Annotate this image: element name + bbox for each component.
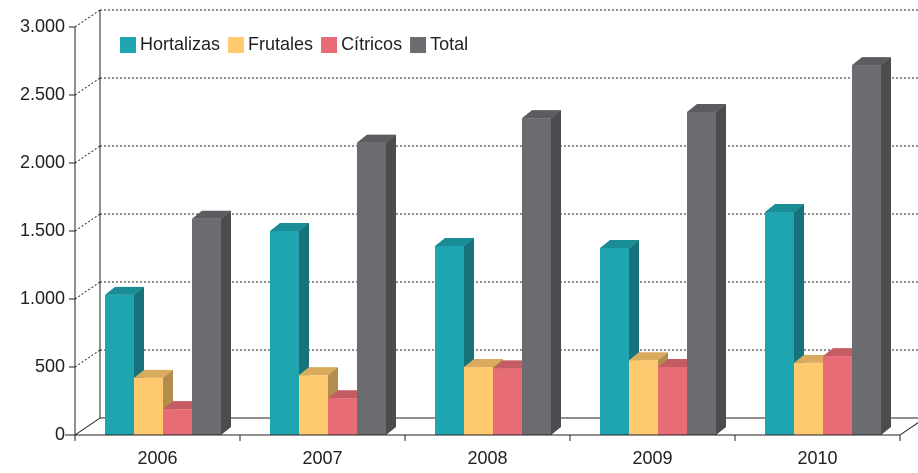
- x-tick-label: 2006: [137, 448, 177, 468]
- bar: [493, 368, 522, 435]
- bar: [687, 112, 716, 435]
- floor-edge: [74, 417, 101, 436]
- legend-label: Cítricos: [341, 34, 402, 54]
- legend-swatch: [228, 37, 245, 53]
- bar-top: [435, 237, 474, 246]
- bar-top: [192, 210, 231, 219]
- bar: [270, 231, 299, 435]
- bar-top: [270, 223, 309, 231]
- bar: [600, 248, 629, 435]
- grid-line: [74, 213, 101, 232]
- grid-line: [74, 9, 101, 28]
- x-tick-label: 2008: [467, 448, 507, 468]
- y-tick-label: 1.000: [20, 288, 65, 308]
- bar-side: [716, 104, 726, 435]
- bar-top: [134, 369, 173, 378]
- bar: [134, 377, 163, 435]
- y-tick-label: 500: [35, 356, 65, 376]
- bar: [658, 367, 687, 435]
- bar: [357, 142, 386, 435]
- grid-line: [74, 281, 101, 300]
- bar: [464, 367, 493, 435]
- bar-side: [221, 210, 231, 435]
- x-tick-label: 2010: [797, 448, 837, 468]
- legend-swatch: [321, 37, 338, 53]
- x-tick-label: 2007: [302, 448, 342, 468]
- x-tick-label: 2009: [632, 448, 672, 468]
- y-tick-label: 0: [55, 424, 65, 444]
- bar-side: [881, 57, 891, 435]
- grid-line: [74, 349, 101, 368]
- bar: [192, 218, 221, 435]
- legend-label: Frutales: [248, 34, 313, 54]
- bar-side: [386, 134, 396, 435]
- bar-top: [522, 110, 561, 119]
- floor-edge: [899, 422, 918, 436]
- bar: [328, 398, 357, 435]
- legend-swatch: [120, 37, 136, 53]
- bar: [163, 409, 192, 435]
- bar: [765, 211, 794, 435]
- bar: [435, 245, 464, 435]
- y-tick-label: 1.500: [20, 220, 65, 240]
- bar: [823, 356, 852, 435]
- legend-label: Hortalizas: [140, 34, 220, 54]
- bar-top: [852, 57, 891, 66]
- bar: [794, 362, 823, 435]
- bar: [852, 65, 881, 435]
- grid-line: [74, 77, 101, 96]
- y-tick-label: 2.500: [20, 84, 65, 104]
- y-tick-label: 2.000: [20, 152, 65, 172]
- bar-top: [687, 104, 726, 112]
- bar-side: [551, 110, 561, 436]
- bar-top: [765, 203, 804, 212]
- bar-top: [357, 134, 396, 143]
- bar-top: [629, 352, 668, 361]
- bar: [522, 118, 551, 436]
- bar: [629, 360, 658, 435]
- bar-top: [600, 240, 639, 248]
- legend-swatch: [410, 37, 427, 53]
- bar: [105, 294, 134, 435]
- bar-top: [464, 359, 503, 367]
- y-tick-label: 3.000: [20, 16, 65, 36]
- legend-label: Total: [430, 34, 468, 54]
- bar-top: [299, 367, 338, 376]
- bar: [299, 375, 328, 435]
- grid-line: [74, 145, 101, 164]
- bar-top: [105, 286, 144, 295]
